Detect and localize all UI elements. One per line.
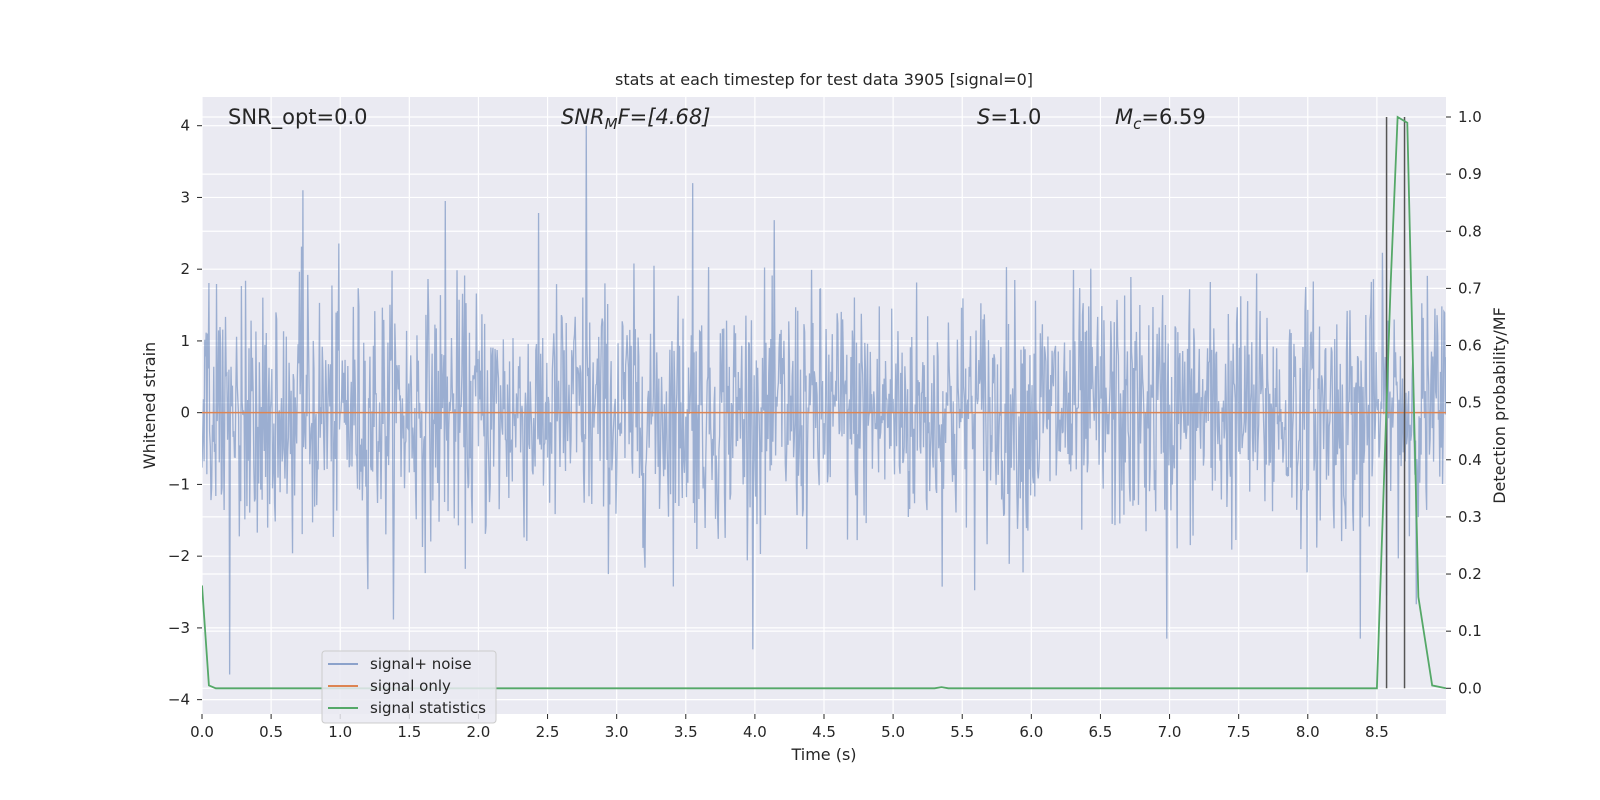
y-left-tick-label: 2	[180, 260, 190, 278]
y-right-tick-label: 0.6	[1458, 337, 1482, 355]
x-tick-label: 2.5	[536, 723, 560, 741]
x-tick-label: 1.0	[328, 723, 352, 741]
y-axis-left-ticks: 4 3 2 1 0 −1 −2 −3 −4	[168, 117, 202, 709]
y-axis-left-label: Whitened strain	[140, 342, 159, 469]
legend-entry-signal-noise: signal+ noise	[370, 655, 472, 673]
x-tick-label: 2.0	[467, 723, 491, 741]
annotation-mc: Mc=6.59	[1115, 105, 1206, 133]
y-right-tick-label: 0.9	[1458, 165, 1482, 183]
x-axis-ticks: 0.0 0.5 1.0 1.5 2.0 2.5 3.0 3.5 4.0 4.5 5.0 5.5 6.0 6…	[190, 714, 1389, 741]
legend-entry-signal-statistics: signal statistics	[370, 699, 486, 717]
x-tick-label: 7.0	[1158, 723, 1182, 741]
y-left-tick-label: −4	[168, 691, 190, 709]
y-left-tick-label: 0	[180, 404, 190, 422]
y-right-tick-label: 0.4	[1458, 451, 1482, 469]
y-right-tick-label: 0.0	[1458, 679, 1482, 697]
x-tick-label: 0.5	[259, 723, 283, 741]
legend: signal+ noise signal only signal statist…	[321, 650, 497, 724]
annotation-s: S=1.0	[977, 105, 1041, 129]
x-tick-label: 3.5	[674, 723, 698, 741]
x-tick-label: 6.0	[1019, 723, 1043, 741]
x-tick-label: 1.5	[397, 723, 421, 741]
x-tick-label: 5.0	[881, 723, 905, 741]
x-tick-label: 4.0	[743, 723, 767, 741]
y-right-tick-label: 0.3	[1458, 508, 1482, 526]
y-right-tick-label: 1.0	[1458, 108, 1482, 126]
signal-noise-series	[202, 125, 1446, 675]
x-tick-label: 0.0	[190, 723, 214, 741]
y-left-tick-label: −1	[168, 475, 190, 493]
x-tick-label: 8.5	[1365, 723, 1389, 741]
y-left-tick-label: 4	[180, 117, 190, 135]
legend-box	[321, 650, 497, 724]
legend-entry-signal-only: signal only	[370, 677, 451, 695]
x-axis-label: Time (s)	[790, 745, 856, 764]
x-tick-label: 3.0	[605, 723, 629, 741]
x-tick-label: 5.5	[950, 723, 974, 741]
y-right-tick-label: 0.2	[1458, 565, 1482, 583]
y-left-tick-label: 3	[180, 188, 190, 206]
x-tick-label: 4.5	[812, 723, 836, 741]
y-left-tick-label: −2	[168, 547, 190, 565]
y-right-tick-label: 0.7	[1458, 279, 1482, 297]
x-tick-label: 6.5	[1089, 723, 1113, 741]
x-tick-label: 8.0	[1296, 723, 1320, 741]
y-axis-right-ticks: 1.0 0.9 0.8 0.7 0.6 0.5 0.4 0.3 0.2 0.1 0.0	[1446, 108, 1482, 697]
y-left-tick-label: −3	[168, 619, 190, 637]
annotation-snr-mf: SNRMF=[4.68]	[561, 105, 710, 133]
signal-noise-line	[202, 125, 1446, 675]
y-right-tick-label: 0.1	[1458, 622, 1482, 640]
x-tick-label: 7.5	[1227, 723, 1251, 741]
chart-title: stats at each timestep for test data 390…	[615, 70, 1033, 89]
y-axis-right-label: Detection probability/MF	[1490, 307, 1509, 504]
signal-statistics-line	[202, 115, 1446, 690]
y-right-tick-label: 0.8	[1458, 222, 1482, 240]
signal-statistics-series	[202, 115, 1446, 690]
grid-lines	[201, 97, 1446, 714]
y-left-tick-label: 1	[180, 332, 190, 350]
y-right-tick-label: 0.5	[1458, 394, 1482, 412]
annotation-snr-opt: SNR_opt=0.0	[228, 105, 368, 130]
